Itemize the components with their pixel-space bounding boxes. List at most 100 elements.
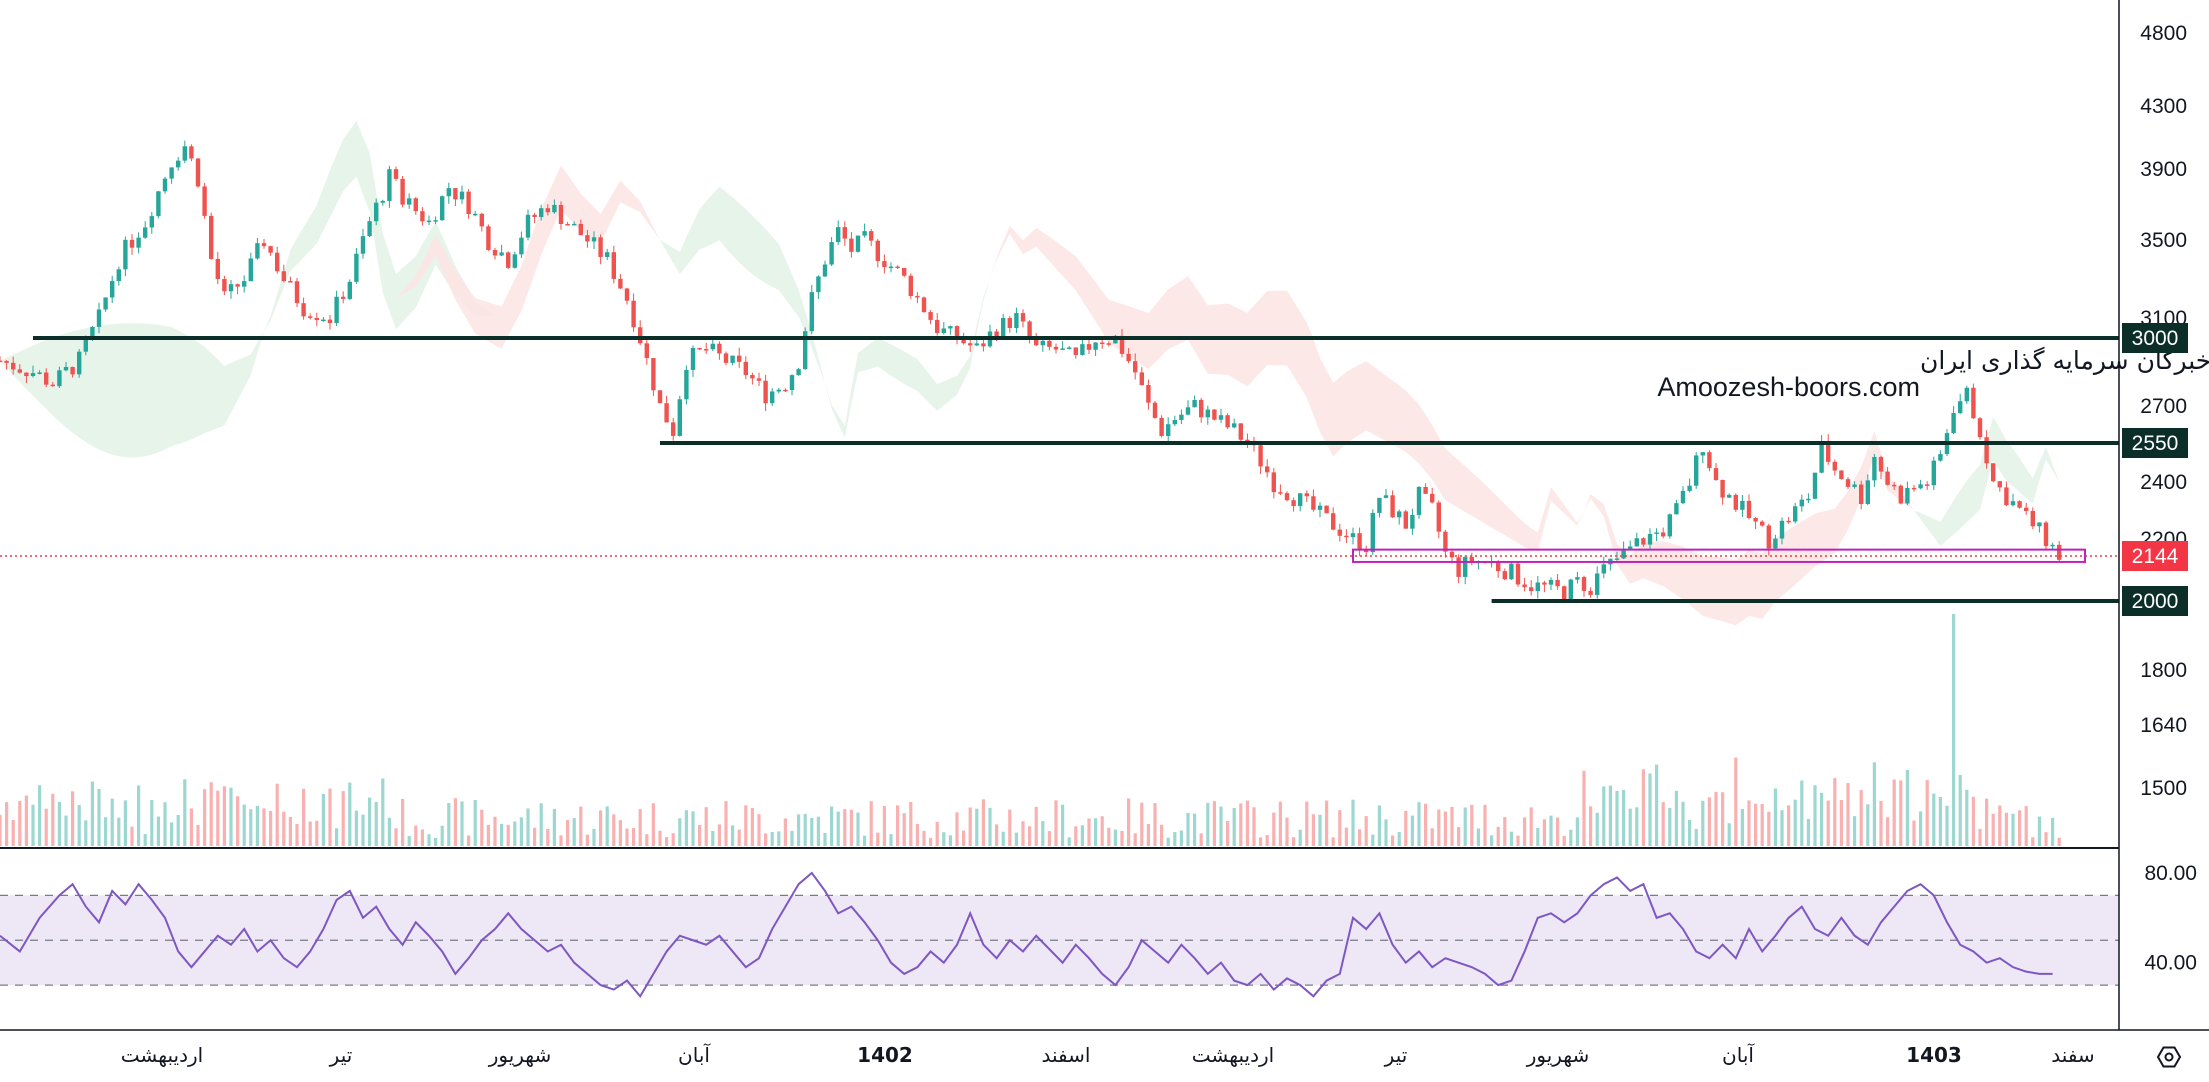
volume-bar <box>585 834 589 846</box>
volume-bar <box>64 815 68 846</box>
volume-bar <box>374 802 378 846</box>
candle-body <box>70 366 75 375</box>
volume-bar <box>856 812 860 846</box>
candle-body <box>90 326 95 339</box>
price-tick-label: 1640 <box>2140 714 2187 737</box>
volume-bar <box>2011 813 2015 846</box>
volume-bar <box>1232 807 1236 846</box>
volume-bar <box>1245 800 1249 846</box>
candle-body <box>631 300 636 328</box>
volume-bar <box>242 804 246 846</box>
candle-body <box>737 355 742 362</box>
cloud-bull <box>0 323 264 458</box>
volume-bar <box>288 816 292 846</box>
volume-bar <box>1549 815 1553 846</box>
time-axis-label: اردیبهشت <box>121 1043 203 1067</box>
candle-body <box>862 231 867 236</box>
volume-bar <box>1938 796 1942 846</box>
candle-body <box>1667 514 1672 537</box>
volume-bar <box>1476 828 1480 846</box>
volume-bar <box>955 812 959 846</box>
volume-bar <box>942 832 946 846</box>
volume-bar <box>104 817 108 846</box>
candle-body <box>941 328 946 333</box>
volume-bar <box>1160 824 1164 846</box>
price-tick-label: 1500 <box>2140 777 2187 800</box>
candle-body <box>2057 544 2062 560</box>
volume-bar <box>2051 817 2055 846</box>
volume-bar <box>328 788 332 846</box>
candle-body <box>1146 385 1151 403</box>
candle-body <box>915 295 920 298</box>
volume-bar <box>968 807 972 846</box>
volume-bar <box>863 835 867 846</box>
candle-body <box>671 422 676 436</box>
volume-bar <box>1074 826 1078 846</box>
volume-bar <box>71 791 75 846</box>
candle-body <box>1509 563 1514 580</box>
candle-body <box>110 281 115 298</box>
volume-bar <box>1575 817 1579 846</box>
candle-body <box>268 246 273 253</box>
candle-body <box>1826 441 1831 462</box>
volume-bar <box>1331 837 1335 846</box>
candle-body <box>1317 505 1323 510</box>
volume-bar <box>1311 814 1315 846</box>
volume-bar <box>506 824 510 846</box>
volume-bar <box>387 817 391 846</box>
volume-bar <box>744 805 748 846</box>
candle-body <box>1060 348 1065 350</box>
volume-bar <box>1793 799 1797 846</box>
candle-body <box>374 202 379 222</box>
candle-body <box>446 188 451 197</box>
volume-bar <box>1892 779 1896 846</box>
candle-body <box>4 360 9 363</box>
candle-body <box>1581 577 1587 591</box>
cloud-bull <box>660 186 825 384</box>
volume-bar <box>453 798 457 846</box>
volume-bar <box>1496 826 1500 846</box>
volume-bar <box>1899 780 1903 846</box>
ichimoku-cloud <box>0 121 2060 626</box>
volume-bar <box>1041 821 1045 846</box>
volume-bar <box>1615 790 1619 846</box>
candle-body <box>1304 493 1309 497</box>
candle-body <box>710 343 715 350</box>
price-tick-label: 3500 <box>2140 229 2187 252</box>
candle-body <box>1377 497 1382 513</box>
volume-bar <box>1721 792 1725 846</box>
price-tag-label: 3000 <box>2132 327 2179 350</box>
volume-bar <box>1608 785 1612 846</box>
volume-bar <box>1866 804 1870 846</box>
candle-body <box>1166 424 1171 436</box>
hexagon-settings-icon[interactable] <box>2156 1046 2182 1068</box>
candle-body <box>1080 344 1085 355</box>
candle-body <box>1522 584 1527 588</box>
volume-bar <box>90 781 94 846</box>
candle-body <box>413 198 418 212</box>
candle-body <box>1859 484 1864 504</box>
candle-body <box>1931 460 1936 486</box>
candle-body <box>730 355 735 363</box>
volume-bar <box>282 811 286 846</box>
horizontal-levels[interactable] <box>33 336 2119 603</box>
volume-bar <box>447 803 451 846</box>
candle-body <box>129 239 135 248</box>
volume-bar <box>1655 764 1659 846</box>
price-tag-bg <box>2122 323 2188 353</box>
volume-bar <box>1001 831 1005 846</box>
volume-bar <box>988 807 992 846</box>
volume-bar <box>427 834 431 846</box>
candle-body <box>756 378 762 381</box>
candle-body <box>578 223 583 236</box>
volume-bar <box>1298 829 1302 846</box>
volume-bar <box>1344 827 1348 846</box>
candle-body <box>1364 550 1369 553</box>
candle-body <box>1720 480 1725 498</box>
candle-body <box>644 343 649 359</box>
candle-body <box>816 276 821 293</box>
candle-body <box>2030 510 2035 527</box>
candle-body <box>1225 415 1230 428</box>
volume-bar <box>889 834 893 846</box>
